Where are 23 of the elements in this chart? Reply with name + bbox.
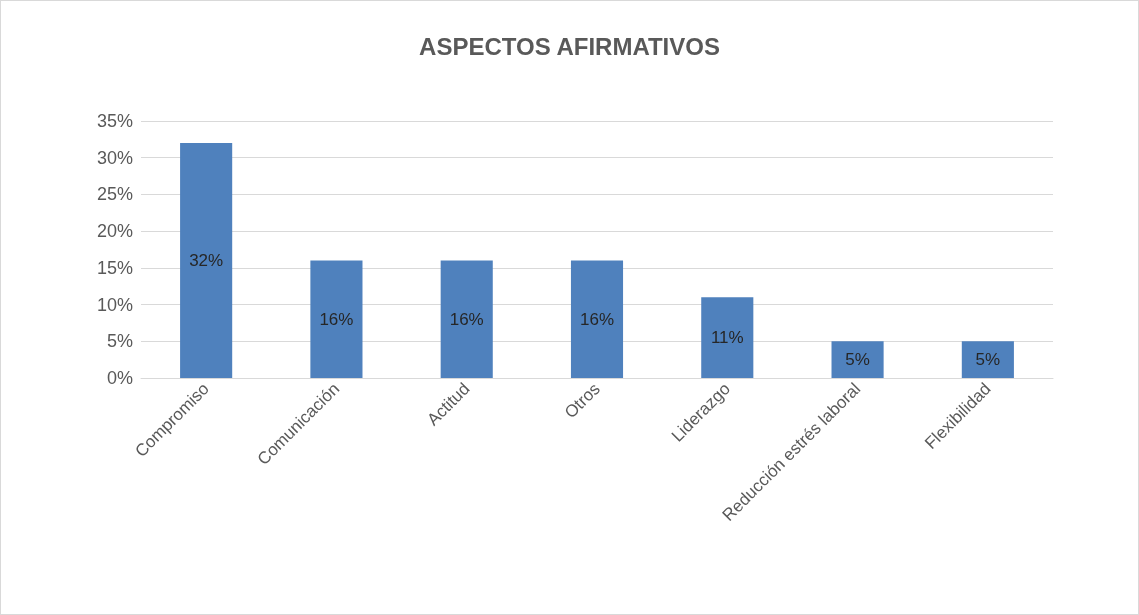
data-label: 32% xyxy=(189,251,224,271)
y-tick-label: 0% xyxy=(106,368,133,388)
data-label: 16% xyxy=(319,309,354,329)
bar xyxy=(310,260,363,378)
bar xyxy=(961,341,1014,378)
y-tick-label: 20% xyxy=(96,221,133,242)
bar xyxy=(701,297,754,378)
y-tick-label: 10% xyxy=(96,294,133,315)
data-label: 5% xyxy=(845,350,870,370)
chart-title: ASPECTOS AFIRMATIVOS xyxy=(419,32,720,60)
y-tick-label: 25% xyxy=(96,184,133,205)
y-tick-label: 35% xyxy=(96,111,133,131)
data-label: 11% xyxy=(710,328,744,348)
data-label: 5% xyxy=(975,350,1001,370)
data-label: 16% xyxy=(579,309,615,329)
y-tick-label: 15% xyxy=(96,257,133,278)
y-tick-label: 30% xyxy=(96,147,133,168)
bar xyxy=(831,341,884,378)
data-label: 16% xyxy=(449,309,484,329)
bar xyxy=(570,260,624,378)
y-tick-label: 5% xyxy=(106,331,133,352)
bar xyxy=(440,260,493,378)
bar xyxy=(180,143,233,378)
